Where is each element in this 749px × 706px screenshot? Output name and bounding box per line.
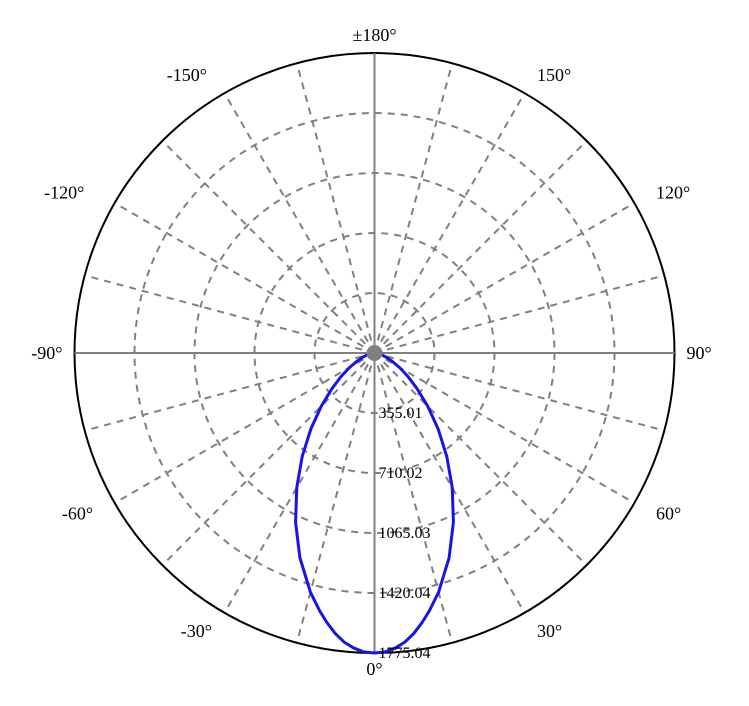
angle-label: 150°: [537, 65, 571, 85]
angle-label: -60°: [62, 504, 93, 524]
radial-label: 710.02: [379, 465, 423, 482]
angle-label: 0°: [366, 659, 382, 679]
grid-spoke: [297, 63, 375, 353]
angle-label: -90°: [31, 343, 62, 363]
polar-center-dot: [367, 345, 383, 361]
grid-spoke: [225, 93, 375, 353]
angle-label: 90°: [687, 343, 712, 363]
grid-spoke: [162, 141, 374, 353]
center-dot: [367, 345, 383, 361]
radial-label: 1065.03: [379, 525, 431, 542]
grid-spoke: [297, 353, 375, 643]
angle-label: 120°: [656, 183, 690, 203]
grid-spoke: [225, 353, 375, 613]
grid-spoke: [375, 141, 587, 353]
angle-label: 30°: [537, 621, 562, 641]
grid-spoke: [375, 63, 453, 353]
angle-label: 60°: [656, 504, 681, 524]
angle-label: -120°: [44, 183, 84, 203]
angle-label: -150°: [167, 65, 207, 85]
angle-label: -30°: [181, 621, 212, 641]
polar-chart: ±180° 150° 120° 90° 60° 30° 0° -30° -60° -90° -120…: [0, 0, 749, 706]
grid-spoke: [115, 203, 375, 353]
grid-spoke: [375, 275, 665, 353]
radial-label: 1420.04: [379, 585, 431, 602]
grid-spoke: [115, 353, 375, 503]
radial-label: 1775.04: [379, 645, 431, 662]
grid-spoke: [162, 353, 374, 565]
radial-label: 355.01: [379, 405, 423, 422]
grid-spoke: [375, 353, 525, 613]
grid-spoke: [85, 275, 375, 353]
grid-spoke: [375, 203, 635, 353]
grid-spoke: [375, 93, 525, 353]
angle-label: ±180°: [352, 25, 396, 45]
